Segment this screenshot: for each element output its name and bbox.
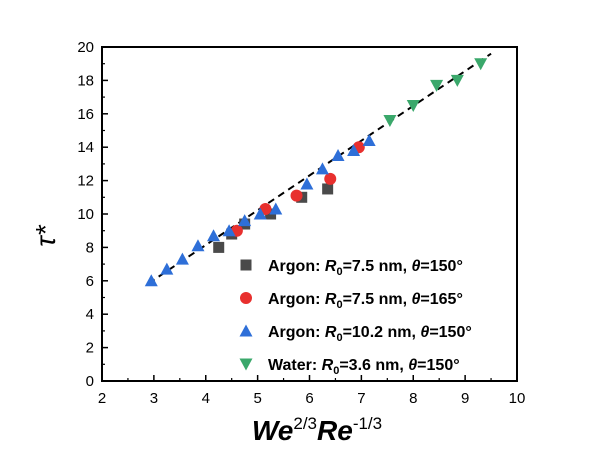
legend-marker-1 xyxy=(240,259,252,271)
legend-label-var: R xyxy=(325,258,337,275)
legend-label-1: Argon: R0=7.5 nm, θ=150° xyxy=(268,258,463,278)
legend-label-post: =150° xyxy=(417,357,459,374)
data-point-series-3 xyxy=(238,214,252,227)
legend-marker-2 xyxy=(240,292,252,304)
legend-label-sub: 0 xyxy=(336,266,342,278)
data-point-series-4 xyxy=(474,58,488,71)
legend-label-pre: Argon: xyxy=(268,291,325,308)
data-point-series-3 xyxy=(144,274,158,287)
y-tick-label: 20 xyxy=(77,39,94,56)
x-tick-label: 3 xyxy=(150,390,158,407)
data-point-series-3 xyxy=(315,162,329,175)
data-point-series-4 xyxy=(450,74,464,87)
y-tick-label: 4 xyxy=(86,306,94,323)
legend-label-pre: Water: xyxy=(268,357,322,374)
data-point-series-3 xyxy=(207,229,221,242)
legend-label-2: Argon: R0=7.5 nm, θ=165° xyxy=(268,291,463,311)
legend-label-sub: 0 xyxy=(336,299,342,311)
data-point-series-2 xyxy=(290,189,303,202)
y-tick-label: 10 xyxy=(77,206,94,223)
x-tick-label: 5 xyxy=(253,390,261,407)
data-point-series-3 xyxy=(300,177,314,190)
legend-label-var: R xyxy=(322,357,334,374)
legend-label-mid: =7.5 nm, xyxy=(343,258,412,275)
data-point-series-3 xyxy=(347,144,361,157)
legend-label-4: Water: R0=3.6 nm, θ=150° xyxy=(268,357,460,377)
legend-label-mid: =7.5 nm, xyxy=(343,291,412,308)
x-label-sup1: 2/3 xyxy=(293,414,317,433)
legend-label-sub: 0 xyxy=(333,365,339,377)
x-axis-label: We2/3Re-1/3 xyxy=(252,414,382,446)
legend-marker-4 xyxy=(239,358,253,371)
x-tick-label: 4 xyxy=(202,390,210,407)
data-point-series-4 xyxy=(406,99,420,112)
data-point-series-4 xyxy=(383,114,397,127)
data-point-series-3 xyxy=(269,202,283,215)
data-point-series-3 xyxy=(175,252,189,265)
legend: Argon: R0=7.5 nm, θ=150°Argon: R0=7.5 nm… xyxy=(239,258,472,377)
legend-label-pre: Argon: xyxy=(268,258,325,275)
y-tick-label: 14 xyxy=(77,139,94,156)
legend-label-theta: θ xyxy=(411,291,420,308)
legend-label-post: =150° xyxy=(429,324,471,341)
y-tick-label: 16 xyxy=(77,106,94,123)
x-tick-label: 9 xyxy=(461,390,469,407)
data-point-series-4 xyxy=(430,79,444,92)
x-label-sup2: -1/3 xyxy=(353,414,382,433)
legend-label-sub: 0 xyxy=(336,332,342,344)
legend-label-pre: Argon: xyxy=(268,324,325,341)
y-tick-label: 18 xyxy=(77,72,94,89)
legend-label-post: =150° xyxy=(420,258,462,275)
x-tick-label: 8 xyxy=(409,390,417,407)
x-tick-label: 2 xyxy=(98,390,106,407)
data-point-series-2 xyxy=(324,172,337,185)
y-tick-label: 0 xyxy=(86,373,94,390)
legend-label-var: R xyxy=(325,324,337,341)
data-point-series-3 xyxy=(222,224,236,237)
data-point-series-3 xyxy=(253,207,267,220)
legend-label-post: =165° xyxy=(420,291,462,308)
x-label-base2: Re xyxy=(317,415,353,446)
data-point-series-3 xyxy=(331,149,345,162)
y-tick-label: 8 xyxy=(86,239,94,256)
data-point-series-1 xyxy=(322,183,334,195)
legend-label-3: Argon: R0=10.2 nm, θ=150° xyxy=(268,324,472,344)
legend-marker-3 xyxy=(239,324,253,337)
x-tick-label: 10 xyxy=(509,390,526,407)
y-axis-label: τ* xyxy=(30,224,61,246)
legend-label-var: R xyxy=(325,291,337,308)
x-tick-label: 6 xyxy=(305,390,313,407)
data-point-series-3 xyxy=(160,262,174,275)
legend-label-mid: =3.6 nm, xyxy=(339,357,408,374)
legend-label-theta: θ xyxy=(408,357,417,374)
legend-label-mid: =10.2 nm, xyxy=(343,324,421,341)
x-tick-label: 7 xyxy=(357,390,365,407)
data-point-series-3 xyxy=(191,239,205,252)
data-point-series-1 xyxy=(213,241,225,253)
data-point-series-3 xyxy=(362,134,376,147)
y-tick-label: 6 xyxy=(86,273,94,290)
x-label-base1: We xyxy=(252,415,294,446)
y-tick-label: 2 xyxy=(86,340,94,357)
legend-label-theta: θ xyxy=(411,258,420,275)
y-tick-label: 12 xyxy=(77,173,94,190)
data-points-layer xyxy=(144,58,488,287)
legend-label-theta: θ xyxy=(420,324,429,341)
